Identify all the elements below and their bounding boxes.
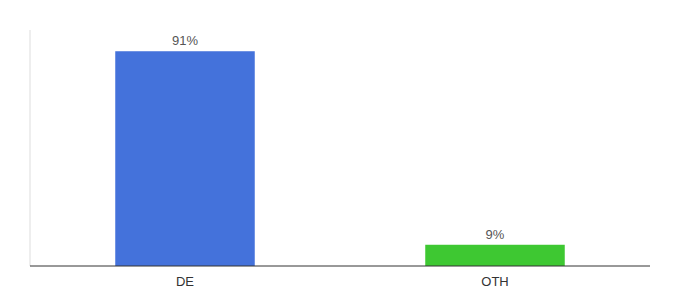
chart-container: DE OTH 91% 9% xyxy=(0,0,680,300)
data-label: 9% xyxy=(486,227,505,242)
y-axis-line xyxy=(30,30,31,266)
bar xyxy=(115,51,255,266)
x-tick-label: DE xyxy=(176,274,194,289)
bars xyxy=(115,51,565,266)
x-axis-line xyxy=(30,266,650,267)
x-tick-label: OTH xyxy=(481,274,508,289)
data-label: 91% xyxy=(172,33,198,48)
chart: DE OTH 91% 9% xyxy=(0,0,680,300)
bar xyxy=(425,245,565,266)
